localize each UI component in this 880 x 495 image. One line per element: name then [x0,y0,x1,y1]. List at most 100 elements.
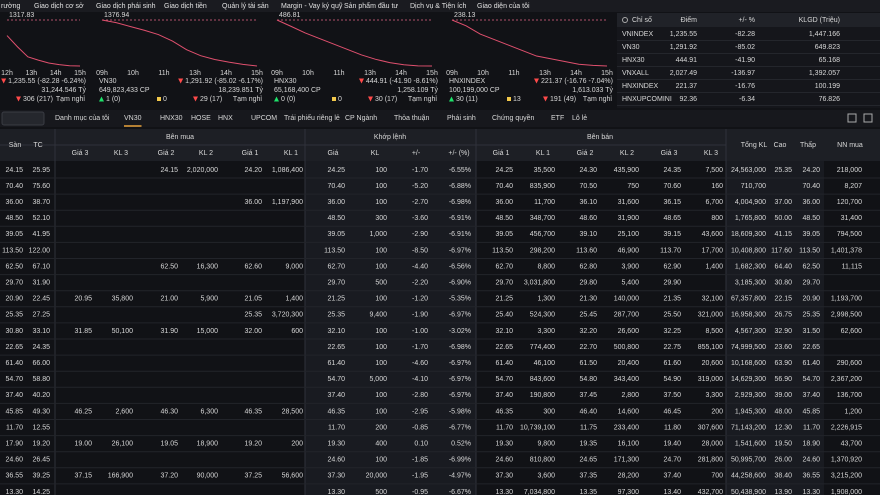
tab[interactable]: Phái sinh [447,115,476,122]
tab[interactable]: HNX [218,115,233,122]
board-cell: 50,100 [112,328,134,335]
board-cell: 31.90 [160,328,178,335]
board-cell: 24.20 [244,167,262,174]
board-cell: 1,945,300 [735,408,766,415]
flat-icon [332,97,336,101]
board-cell: 19.30 [495,441,513,448]
board-cell: 9,000 [285,263,303,270]
board-cell: 36.15 [663,199,681,206]
settings-icon[interactable] [622,17,628,23]
board-cell: 29.70 [802,280,820,287]
tab[interactable]: HNX30 [160,115,183,122]
reference-label: 486.81 [279,12,301,19]
status: Tạm nghỉ [233,95,263,103]
board-cell: 21.25 [327,296,345,303]
board-cell: 70.40 [5,183,23,190]
index-cell: 92.36 [679,96,697,103]
menu-item[interactable]: Sản phẩm đầu tư [344,1,398,10]
menu-item[interactable]: Margin - Vay ký quỹ [281,3,343,10]
board-cell: 24.65 [579,457,597,464]
board-cell: 49.30 [32,408,50,415]
board-cell: 48.50 [802,215,820,222]
board-cell: 11.70 [803,424,820,431]
index-name[interactable]: VN30 [99,78,117,85]
board-cell: 22.65 [802,344,820,351]
tab[interactable]: Danh mục của tôi [55,114,110,122]
index-cell: 1,235.55 [670,31,697,38]
board-cell: 20.90 [5,296,23,303]
board-cell: 48.50 [5,215,23,222]
board-cell: 9,400 [369,312,387,319]
menu-item[interactable]: Giao dịch cơ sở [34,2,84,10]
board-cell: 432,700 [698,489,723,495]
board-cell: -4.10 [412,376,428,383]
menu-item[interactable]: rường [1,3,21,10]
board-cell: 46.45 [663,408,681,415]
board-cell: 46.35 [327,408,345,415]
board-cell: 13.40 [663,489,681,495]
board-cell: 3,720,300 [272,312,303,319]
board-cell: 25,100 [618,231,640,238]
board-cell: 43,700 [841,441,863,448]
board-cell: 36.00 [244,199,262,206]
board-cell: 13.35 [579,489,597,495]
tab[interactable]: VN30 [124,115,142,122]
board-cell: 14,629,300 [731,376,766,383]
menu-item[interactable]: Dịch vụ & Tiện ích [410,3,467,10]
icon-button[interactable] [863,113,873,123]
board-cell: 233,400 [614,424,639,431]
board-cell: 20,600 [702,360,724,367]
value: 1,613.033 Tỷ [572,87,613,94]
board-cell: 40.20 [32,392,50,399]
tab[interactable]: UPCOM [251,115,277,122]
menu-item[interactable]: Quản lý tài sản [222,3,269,10]
tab[interactable]: Thỏa thuận [394,114,430,122]
board-cell: 13.90 [774,489,792,495]
flat-icon [157,97,161,101]
board-cell: 29.70 [327,280,345,287]
board-cell: 19.50 [774,441,792,448]
column-header: KL 2 [199,150,213,157]
board-cell: 62.50 [160,263,178,270]
board-cell: 62.80 [579,263,597,270]
match-column-bg [305,161,476,495]
column-header: KL 2 [620,150,634,157]
menu-item[interactable]: Giao dịch tiền [164,1,207,10]
board-cell: 24.60 [495,457,513,464]
down-arrow [368,96,373,102]
board-cell: 39.25 [32,473,50,480]
board-cell: 14,600 [618,408,640,415]
menu-item[interactable]: Giao dịch phái sinh [96,3,156,10]
tab[interactable]: ETF [551,115,564,122]
index-name[interactable]: HNX30 [274,78,297,85]
board-cell: 37.40 [802,392,820,399]
board-cell: 32.00 [244,328,262,335]
board-cell: 39.10 [579,231,597,238]
board-cell: -2.95 [412,408,428,415]
up-arrow [449,96,454,102]
board-cell: -4.60 [412,360,428,367]
index-cell: -82.28 [735,31,755,38]
search-box[interactable] [1,111,45,126]
board-cell: -2.70 [412,199,428,206]
icon-button[interactable] [847,113,857,123]
board-cell: 25.50 [663,312,681,319]
board-cell: 1,000 [369,231,387,238]
tab[interactable]: Lô lẻ [572,115,587,122]
menu-item[interactable]: Giao diện của tôi [477,2,530,10]
time-label: 14h [50,70,62,77]
board-cell: -2.80 [412,392,428,399]
board-cell: 287,700 [614,312,639,319]
board-cell: 46.25 [74,408,92,415]
tab[interactable]: Trái phiếu riêng lẻ [284,113,340,122]
tab-bar[interactable] [0,110,880,127]
board-cell: -2.20 [412,280,428,287]
time-label: 09h [96,70,108,77]
tab[interactable]: HOSE [191,115,211,122]
tab[interactable]: CP Ngành [345,115,377,122]
index-name[interactable]: HNXINDEX [449,78,486,85]
board-cell: 18,609,300 [731,231,766,238]
tab[interactable]: Chứng quyền [492,113,535,122]
flat-icon [507,97,511,101]
column-header: Tổng KL [741,141,768,149]
